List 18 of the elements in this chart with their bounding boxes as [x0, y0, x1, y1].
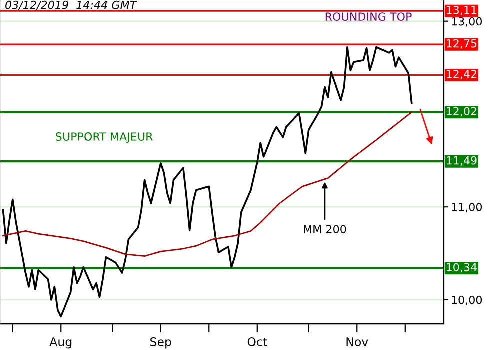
- annotation: SUPPORT MAJEUR: [56, 132, 153, 144]
- x-tick-label: Nov: [346, 338, 368, 346]
- x-tick-label: Sep: [150, 338, 172, 349]
- ref-line-label: 12,75: [446, 39, 477, 49]
- ref-line-label: 13,11: [446, 6, 477, 16]
- ref-line-label: 12,42: [446, 70, 476, 80]
- annotation: MM 200: [304, 225, 346, 234]
- annotation: 03/12/2019 14:44 GMT: [6, 0, 138, 10]
- line-series: [2, 112, 413, 258]
- ref-line-label: 12,02: [446, 107, 476, 117]
- y-tick-label: 13,00: [452, 17, 482, 27]
- y-tick-label: 10,00: [452, 296, 482, 306]
- ref-line-label: 11,49: [446, 156, 477, 166]
- y-tick-label: 11,00: [452, 203, 482, 213]
- annotation: ROUNDING TOP: [326, 12, 412, 22]
- ref-line-label: 10,34: [446, 263, 477, 273]
- x-tick-label: Aug: [50, 338, 72, 349]
- x-tick-label: Oct: [248, 338, 268, 346]
